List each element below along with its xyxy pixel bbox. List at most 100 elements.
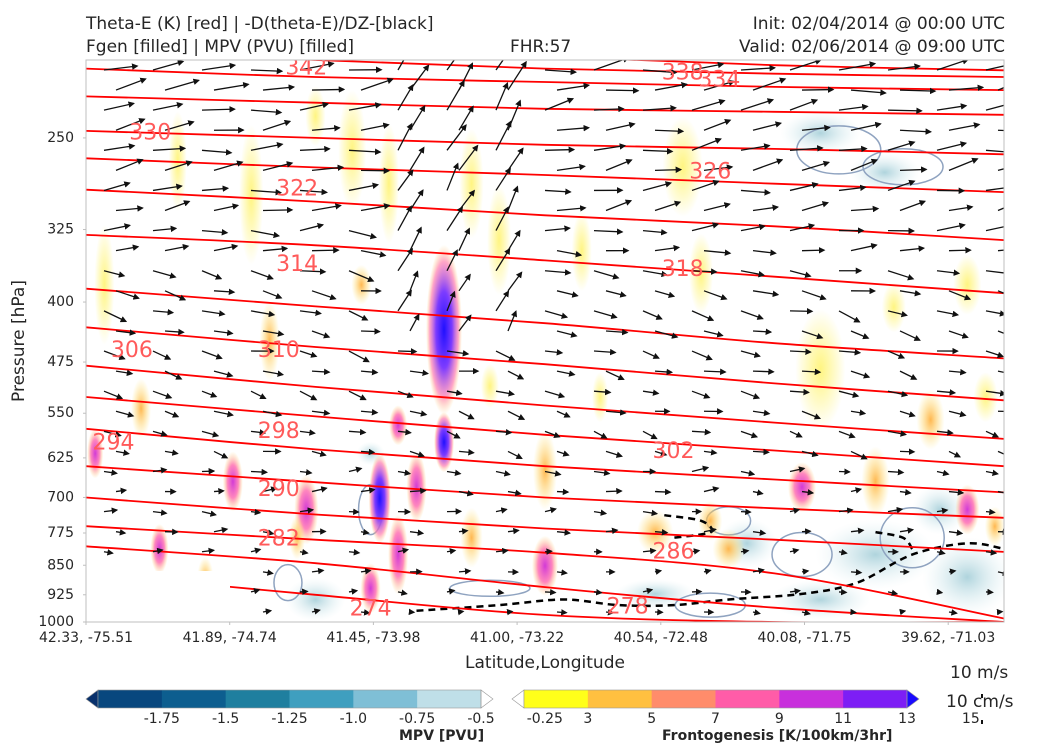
wind-vector xyxy=(556,330,578,338)
fgen-shading-region xyxy=(289,515,306,560)
wind-vector xyxy=(691,548,701,555)
wind-vector xyxy=(899,489,912,496)
wind-vector xyxy=(789,388,810,396)
wind-vector xyxy=(997,168,1004,171)
wind-vector xyxy=(152,350,172,360)
wind-vector xyxy=(348,466,363,473)
wind-vector xyxy=(250,390,267,400)
valid-time: Valid: 02/06/2014 @ 09:00 UTC xyxy=(739,37,1005,57)
wind-vector xyxy=(936,389,957,396)
wind-vector xyxy=(997,129,1004,132)
wind-vector xyxy=(556,450,570,457)
wind-vector xyxy=(703,202,731,212)
wind-vector xyxy=(850,409,867,416)
wind-vector xyxy=(299,390,318,401)
wind-vector xyxy=(164,160,193,171)
fgen-colorbar-tick-label: 13 xyxy=(898,711,916,727)
wind-vector xyxy=(103,549,114,556)
fgen-colorbar-frame xyxy=(523,689,908,709)
wind-vector xyxy=(311,409,331,417)
wind-vector xyxy=(348,310,369,321)
wind-vector xyxy=(948,290,972,301)
wind-vector xyxy=(899,330,921,341)
wind-vector xyxy=(691,99,726,111)
wind-vector xyxy=(691,268,718,275)
theta-e-label: 278 xyxy=(607,595,649,620)
wind-vector xyxy=(446,206,463,231)
wind-vector xyxy=(703,449,718,456)
wind-vector xyxy=(948,204,974,212)
wind-vector xyxy=(985,187,1004,192)
fgen-shading-region xyxy=(916,389,945,450)
wind-vector xyxy=(213,329,234,337)
wind-vector xyxy=(262,569,274,576)
fgen-colorbar-segment xyxy=(651,690,716,708)
mpv-colorbar-tick-label: -1.75 xyxy=(144,711,180,727)
wind-vector xyxy=(213,243,239,252)
wind-vector xyxy=(985,65,1004,71)
wind-vector xyxy=(250,310,276,318)
wind-vectors xyxy=(103,60,1004,616)
forecast-hour: FHR:57 xyxy=(510,37,572,57)
wind-vector xyxy=(103,181,131,192)
wind-vector xyxy=(605,121,636,131)
wind-vector xyxy=(507,229,521,252)
wind-vector xyxy=(985,350,1004,358)
wind-vector xyxy=(642,181,673,192)
wind-vector xyxy=(654,488,672,496)
wind-vector xyxy=(152,308,175,316)
y-tick-label: 775 xyxy=(47,525,74,541)
fgen-colorbar-tick-label: 3 xyxy=(583,711,592,727)
wind-vector xyxy=(997,207,1004,212)
wind-vector xyxy=(458,144,479,171)
theta-e-label: 286 xyxy=(653,540,695,565)
wind-vector xyxy=(201,106,236,113)
mpv-colorbar-tick-label: -1.5 xyxy=(212,711,239,727)
wind-vector xyxy=(593,588,603,596)
wind-vector xyxy=(887,350,906,359)
wind-vector xyxy=(164,290,187,301)
fgen-colorbar-segment xyxy=(779,690,844,708)
wind-vector xyxy=(360,368,379,376)
wind-vector xyxy=(691,61,725,71)
wind-vector xyxy=(115,369,134,377)
wind-vector xyxy=(311,486,328,493)
wind-vector xyxy=(152,183,183,192)
wind-vector xyxy=(348,148,382,156)
wind-vector xyxy=(507,450,523,459)
wind-vector xyxy=(213,82,250,91)
wind-vector xyxy=(103,143,136,151)
wind-vector xyxy=(752,77,787,91)
wind-vector xyxy=(801,368,822,376)
wind-vector xyxy=(556,488,570,496)
wind-vector xyxy=(495,167,511,191)
wind-vector xyxy=(152,270,177,279)
wind-vector xyxy=(201,270,223,280)
fgen-shading-region xyxy=(406,452,427,523)
wind-vector xyxy=(654,200,682,212)
theta-e-label: 298 xyxy=(258,419,300,444)
fgen-shading-region xyxy=(984,506,1004,547)
wind-vector xyxy=(152,509,168,516)
wind-vector xyxy=(311,125,341,132)
wind-vector xyxy=(801,330,824,340)
wind-vector xyxy=(556,290,579,298)
wind-vector xyxy=(838,310,861,323)
wind-vector xyxy=(556,410,571,418)
wind-vector xyxy=(262,84,296,91)
wind-vector xyxy=(201,390,218,398)
theta-e-label: 294 xyxy=(93,431,135,456)
wind-vector xyxy=(605,158,633,171)
fgen-shading-region xyxy=(94,224,115,345)
wind-vector xyxy=(850,205,880,213)
fgen-shading-region xyxy=(881,282,906,333)
wind-vector xyxy=(887,468,905,476)
wind-vector xyxy=(299,309,322,317)
wind-vector xyxy=(985,149,1004,153)
init-time: Init: 02/04/2014 @ 00:00 UTC xyxy=(752,14,1005,34)
wind-vector xyxy=(495,547,509,555)
wind-vector xyxy=(936,469,950,477)
wind-vector xyxy=(299,101,330,111)
wind-vector xyxy=(752,567,765,575)
